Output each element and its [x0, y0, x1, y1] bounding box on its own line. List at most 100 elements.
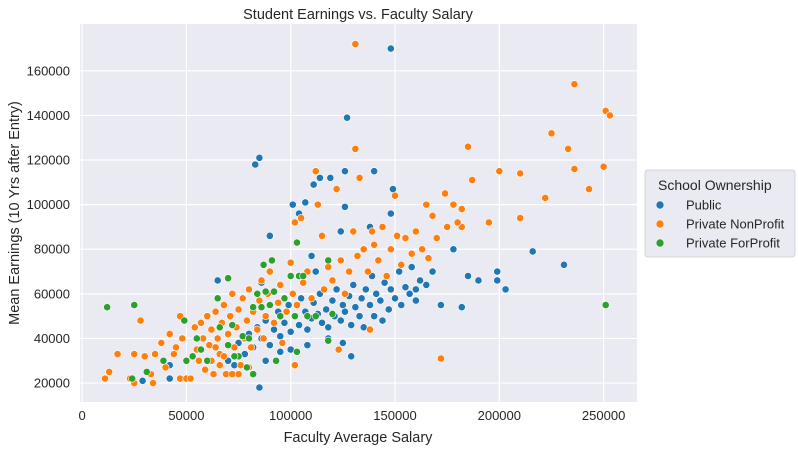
point-private-nonprofit: [424, 254, 433, 263]
point-public: [349, 281, 358, 289]
point-public: [401, 283, 410, 292]
point-private-forprofit: [103, 303, 112, 312]
x-tick-label: 50000: [168, 408, 204, 423]
point-public: [422, 281, 431, 289]
point-public: [255, 383, 264, 392]
x-tick-label: 250000: [582, 408, 625, 423]
point-public: [311, 267, 320, 276]
point-public: [391, 294, 399, 303]
point-public: [343, 113, 351, 122]
point-private-nonprofit: [457, 205, 466, 213]
point-private-nonprofit: [215, 361, 224, 370]
point-private-nonprofit: [351, 144, 360, 153]
point-private-nonprofit: [432, 234, 441, 242]
point-private-nonprofit: [366, 325, 374, 334]
point-public: [407, 263, 416, 271]
point-private-nonprofit: [449, 200, 458, 209]
point-private-nonprofit: [247, 343, 255, 352]
point-public: [255, 153, 264, 162]
point-private-nonprofit: [345, 267, 354, 276]
point-public: [372, 289, 381, 298]
point-private-forprofit: [228, 321, 237, 329]
point-private-forprofit: [257, 303, 266, 312]
point-private-nonprofit: [105, 367, 114, 376]
point-public: [336, 316, 345, 325]
point-private-nonprofit: [570, 80, 579, 89]
legend-label: Public: [686, 198, 722, 213]
point-private-nonprofit: [334, 345, 343, 354]
point-public: [288, 200, 297, 209]
point-public: [213, 276, 222, 285]
point-public: [386, 285, 395, 294]
legend-title: School Ownership: [658, 177, 772, 193]
point-private-nonprofit: [341, 289, 349, 298]
y-tick-label: 20000: [34, 376, 70, 391]
point-private-forprofit: [303, 312, 312, 321]
point-private-nonprofit: [311, 167, 320, 176]
point-public: [493, 267, 502, 276]
point-private-nonprofit: [169, 350, 178, 358]
point-public: [276, 347, 285, 356]
point-private-forprofit: [230, 352, 239, 361]
point-private-nonprofit: [207, 325, 216, 334]
point-private-nonprofit: [288, 289, 297, 298]
point-private-nonprofit: [140, 352, 149, 361]
point-private-nonprofit: [368, 227, 376, 236]
point-private-nonprofit: [349, 227, 358, 236]
point-private-nonprofit: [299, 278, 308, 287]
point-public: [324, 323, 333, 332]
point-private-nonprofit: [265, 267, 274, 276]
point-private-nonprofit: [274, 298, 283, 307]
point-public: [341, 307, 349, 316]
point-private-nonprofit: [374, 256, 383, 265]
point-private-nonprofit: [516, 169, 525, 178]
point-public: [341, 202, 349, 211]
point-public: [416, 276, 424, 285]
point-private-nonprofit: [307, 294, 316, 303]
point-private-forprofit: [328, 310, 337, 318]
point-private-nonprofit: [411, 227, 420, 236]
point-private-nonprofit: [157, 339, 166, 347]
point-private-nonprofit: [407, 249, 416, 258]
point-private-nonprofit: [255, 296, 264, 305]
point-private-forprofit: [128, 374, 137, 383]
point-public: [301, 198, 310, 207]
point-public: [165, 374, 174, 383]
point-public: [449, 245, 458, 254]
point-public: [355, 312, 364, 321]
point-private-forprofit: [224, 341, 233, 350]
point-private-nonprofit: [197, 318, 205, 327]
point-public: [386, 209, 395, 218]
point-public: [338, 339, 347, 347]
point-private-forprofit: [311, 312, 320, 321]
point-private-nonprofit: [201, 365, 210, 374]
point-private-nonprofit: [149, 379, 157, 387]
point-public: [474, 276, 483, 285]
x-axis-label: Faculty Average Salary: [284, 430, 434, 446]
point-private-nonprofit: [245, 285, 253, 294]
point-private-forprofit: [249, 303, 258, 312]
point-public: [295, 321, 303, 329]
point-public: [309, 180, 318, 189]
point-private-nonprofit: [195, 356, 203, 365]
point-private-nonprofit: [297, 214, 306, 222]
point-public: [384, 305, 393, 314]
point-public: [376, 296, 385, 305]
point-private-nonprofit: [270, 318, 278, 327]
legend-box: [644, 169, 796, 258]
point-private-nonprofit: [422, 200, 431, 209]
point-private-forprofit: [276, 312, 285, 321]
point-private-nonprofit: [378, 223, 387, 231]
point-private-nonprofit: [320, 285, 328, 294]
point-private-nonprofit: [293, 301, 301, 309]
point-private-nonprofit: [418, 245, 427, 254]
point-private-nonprofit: [130, 350, 139, 358]
point-private-forprofit: [253, 289, 262, 298]
point-private-forprofit: [259, 260, 268, 269]
legend: School Ownership Public Private NonProfit…: [644, 169, 796, 258]
point-public: [357, 294, 366, 303]
point-private-forprofit: [261, 287, 270, 296]
legend-label: Private ForProfit: [686, 236, 780, 251]
point-private-nonprofit: [113, 350, 122, 358]
point-private-nonprofit: [386, 245, 395, 254]
